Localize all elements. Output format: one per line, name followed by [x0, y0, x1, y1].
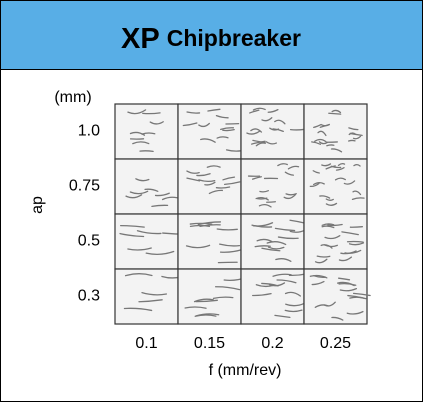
- y-axis-label: ap: [29, 196, 46, 214]
- chip: [140, 151, 153, 152]
- chip: [350, 227, 362, 228]
- x-tick-label: 0.1: [135, 335, 157, 352]
- chip-cell: [115, 159, 178, 214]
- header-title: XP Chipbreaker: [121, 23, 301, 55]
- x-axis-label: f (mm/rev): [209, 362, 282, 379]
- chip-cell: [304, 104, 367, 159]
- y-tick-label: 0.75: [69, 178, 100, 195]
- y-tick-label: 0.3: [78, 288, 100, 305]
- chip: [329, 113, 341, 114]
- chip-cell: [115, 214, 178, 269]
- x-tick-label: 0.2: [261, 335, 283, 352]
- chip: [349, 140, 355, 141]
- x-tick-label: 0.15: [194, 335, 225, 352]
- chip: [190, 223, 212, 224]
- chip-grid: [115, 104, 370, 324]
- chip-cell: [178, 159, 241, 214]
- y-tick-label: 1.0: [78, 123, 100, 140]
- y-unit: (mm): [54, 89, 91, 106]
- chip: [327, 145, 334, 146]
- title-main: XP: [121, 23, 160, 55]
- x-tick-label: 0.25: [320, 335, 351, 352]
- y-tick-label: 0.5: [78, 233, 100, 250]
- chip-cell: [241, 269, 304, 324]
- title-rest: Chipbreaker: [167, 25, 301, 51]
- chip: [348, 241, 364, 242]
- chip: [143, 113, 160, 114]
- chip-cell: [241, 159, 304, 214]
